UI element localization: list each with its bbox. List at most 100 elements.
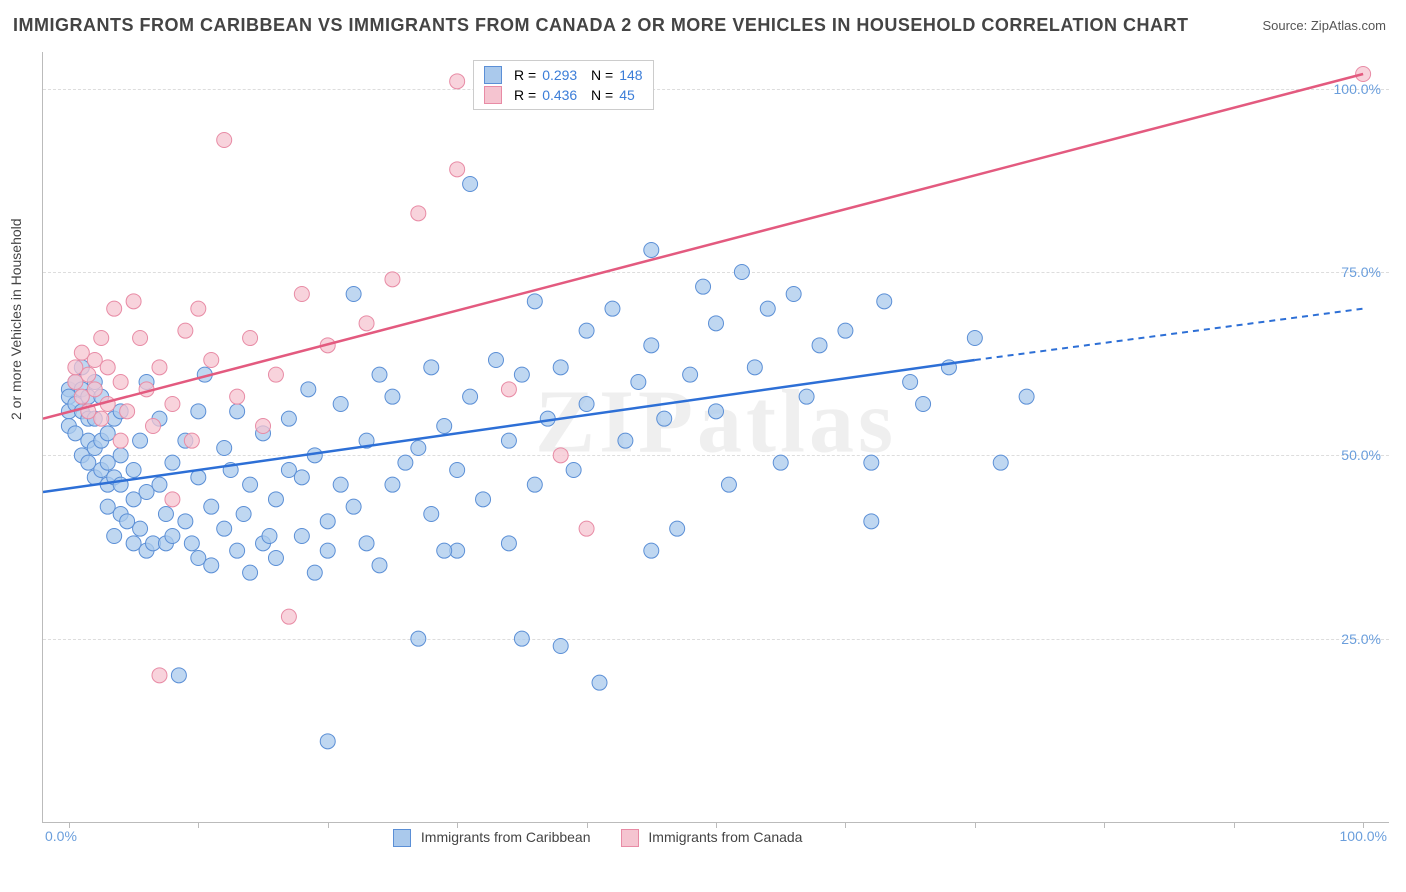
scatter-point — [450, 74, 465, 89]
legend-swatch-caribbean — [393, 829, 411, 847]
x-axis-min-label: 0.0% — [45, 828, 77, 844]
scatter-point — [243, 565, 258, 580]
scatter-point — [243, 331, 258, 346]
scatter-point — [450, 463, 465, 478]
scatter-point — [268, 551, 283, 566]
legend-r-value-1: 0.293 — [542, 65, 577, 85]
scatter-point — [346, 287, 361, 302]
scatter-point — [385, 389, 400, 404]
scatter-point — [346, 499, 361, 514]
scatter-point — [184, 433, 199, 448]
scatter-point — [605, 301, 620, 316]
scatter-point — [579, 323, 594, 338]
scatter-point — [527, 477, 542, 492]
scatter-point — [1019, 389, 1034, 404]
legend-item-caribbean: Immigrants from Caribbean — [393, 829, 591, 847]
scatter-point — [158, 507, 173, 522]
scatter-point — [230, 404, 245, 419]
scatter-point — [165, 492, 180, 507]
scatter-point — [618, 433, 633, 448]
scatter-point — [256, 419, 271, 434]
scatter-point — [644, 338, 659, 353]
scatter-point — [553, 448, 568, 463]
scatter-point — [243, 477, 258, 492]
scatter-point — [87, 382, 102, 397]
scatter-point — [126, 463, 141, 478]
regression-line-dashed — [975, 309, 1363, 360]
scatter-point — [488, 353, 503, 368]
scatter-point — [100, 360, 115, 375]
scatter-point — [294, 529, 309, 544]
scatter-point — [217, 521, 232, 536]
scatter-point — [307, 565, 322, 580]
scatter-point — [113, 433, 128, 448]
legend-swatch-1 — [484, 66, 502, 84]
scatter-point — [165, 529, 180, 544]
scatter-point — [501, 382, 516, 397]
scatter-point — [230, 543, 245, 558]
scatter-point — [133, 521, 148, 536]
regression-line — [43, 360, 975, 492]
scatter-point — [120, 404, 135, 419]
legend-swatch-2 — [484, 86, 502, 104]
scatter-point — [773, 455, 788, 470]
scatter-point — [372, 367, 387, 382]
scatter-point — [463, 177, 478, 192]
scatter-point — [372, 558, 387, 573]
scatter-point — [152, 477, 167, 492]
legend-row-1: R = 0.293 N = 148 — [484, 65, 643, 85]
scatter-point — [94, 331, 109, 346]
scatter-point — [553, 360, 568, 375]
scatter-point — [204, 499, 219, 514]
scatter-point — [592, 675, 607, 690]
regression-line — [43, 74, 1363, 419]
scatter-point — [799, 389, 814, 404]
scatter-point — [281, 609, 296, 624]
legend-label-canada: Immigrants from Canada — [648, 829, 802, 845]
scatter-point — [178, 323, 193, 338]
scatter-point — [877, 294, 892, 309]
scatter-point — [94, 411, 109, 426]
scatter-point — [81, 367, 96, 382]
scatter-point — [903, 375, 918, 390]
scatter-point — [385, 477, 400, 492]
scatter-point — [993, 455, 1008, 470]
scatter-point — [501, 433, 516, 448]
chart-title: IMMIGRANTS FROM CARIBBEAN VS IMMIGRANTS … — [13, 15, 1189, 36]
scatter-point — [107, 301, 122, 316]
scatter-point — [113, 448, 128, 463]
scatter-point — [514, 367, 529, 382]
scatter-point — [709, 316, 724, 331]
scatter-point — [333, 477, 348, 492]
scatter-point — [631, 375, 646, 390]
scatter-point — [133, 331, 148, 346]
legend-row-2: R = 0.436 N = 45 — [484, 85, 643, 105]
scatter-point — [411, 206, 426, 221]
scatter-point — [812, 338, 827, 353]
scatter-point — [476, 492, 491, 507]
scatter-point — [437, 543, 452, 558]
scatter-point — [113, 375, 128, 390]
scatter-point — [838, 323, 853, 338]
scatter-point — [333, 397, 348, 412]
correlation-legend: R = 0.293 N = 148 R = 0.436 N = 45 — [473, 60, 654, 110]
scatter-point — [165, 397, 180, 412]
scatter-point — [527, 294, 542, 309]
scatter-point — [126, 294, 141, 309]
scatter-point — [398, 455, 413, 470]
scatter-point — [734, 265, 749, 280]
scatter-point — [294, 287, 309, 302]
scatter-point — [320, 734, 335, 749]
scatter-point — [644, 543, 659, 558]
scatter-point — [566, 463, 581, 478]
scatter-point — [191, 301, 206, 316]
scatter-point — [301, 382, 316, 397]
scatter-point — [411, 631, 426, 646]
scatter-point — [514, 631, 529, 646]
scatter-point — [268, 492, 283, 507]
scatter-point — [450, 162, 465, 177]
scatter-point — [683, 367, 698, 382]
legend-n-value-2: 45 — [619, 85, 635, 105]
scatter-point — [152, 360, 167, 375]
scatter-point — [696, 279, 711, 294]
